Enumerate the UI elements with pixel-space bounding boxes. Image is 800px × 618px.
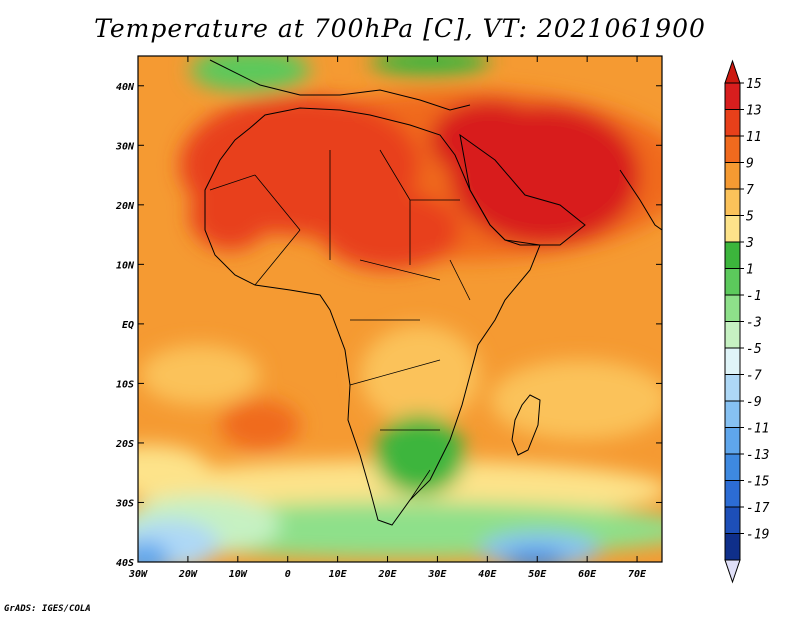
- x-axis-ticks: 30W 20W 10W 0 10E 20E 30E 40E 50E 60E 70E: [128, 56, 647, 580]
- grads-credit: GrADS: IGES/COLA: [4, 604, 91, 614]
- x-tick-label: 10E: [329, 569, 348, 580]
- colorbar-swatch: [724, 506, 741, 534]
- y-axis-ticks: 40N 30N 20N 10N EQ 10S 20S 30S 40S: [115, 82, 662, 569]
- x-tick-label: 40E: [478, 569, 497, 580]
- colorbar-swatch: [724, 215, 741, 243]
- y-tick-label: 20S: [115, 439, 134, 450]
- colorbar-top-arrow: [724, 59, 741, 84]
- colorbar-swatch: [724, 109, 741, 137]
- x-tick-label: 30W: [128, 569, 148, 580]
- colorbar-swatch: [724, 533, 741, 561]
- x-tick-label: 20E: [377, 569, 397, 580]
- y-tick-label: 30N: [115, 141, 135, 152]
- x-tick-label: 10W: [229, 569, 248, 580]
- colorbar-label: -15: [746, 475, 770, 490]
- colorbar-bottom-arrow: [724, 559, 741, 584]
- colorbar-label: -19: [746, 528, 769, 543]
- colorbar-label: -3: [746, 316, 762, 331]
- colorbar-label: 9: [746, 157, 754, 172]
- colorbar-swatch: [724, 294, 741, 322]
- y-tick-label: 40N: [116, 82, 135, 93]
- africa-coastline: [204, 107, 541, 526]
- colorbar-label: -9: [746, 395, 762, 410]
- colorbar-label: -13: [746, 448, 769, 463]
- colorbar-label: -7: [746, 369, 762, 384]
- colorbar-swatch: [724, 188, 741, 216]
- internal-borders: [209, 149, 471, 501]
- colorbar-label: -1: [746, 289, 762, 304]
- colorbar-label: -17: [746, 501, 770, 516]
- colorbar-label: 7: [746, 183, 754, 198]
- colorbar-label: 11: [746, 130, 762, 145]
- colorbar-label: -11: [746, 422, 769, 437]
- y-tick-label: 10N: [116, 260, 135, 271]
- colorbar-swatch: [724, 241, 741, 269]
- x-tick-label: 20W: [178, 569, 198, 580]
- y-tick-label: 20N: [115, 201, 135, 212]
- x-tick-label: 70E: [628, 569, 647, 580]
- temperature-field: [138, 56, 662, 562]
- colorbar-label: 5: [746, 210, 754, 225]
- colorbar-swatch: [724, 374, 741, 402]
- y-tick-label: 30S: [115, 498, 134, 509]
- europe-coastline: [209, 59, 471, 111]
- x-tick-label: 50E: [528, 569, 547, 580]
- chart-title: Temperature at 700hPa [C], VT: 202106190…: [94, 14, 706, 43]
- colorbar-swatch: [724, 347, 741, 375]
- colorbar-swatch: [724, 135, 741, 163]
- colorbar-label: 15: [746, 77, 762, 92]
- colorbar-swatch: [724, 453, 741, 481]
- y-tick-label: 40S: [116, 558, 134, 569]
- colorbar-swatch: [724, 480, 741, 508]
- colorbar-label: -5: [746, 342, 762, 357]
- x-tick-label: 60E: [578, 569, 597, 580]
- india-coastline: [619, 169, 662, 231]
- colorbar: 15 13 11 9 7 5 3 1 -1 -3 -5 -7 -9 -11 -13 -15 -17 -19: [724, 59, 770, 584]
- colorbar-label: 1: [746, 263, 754, 278]
- x-tick-label: 30E: [427, 569, 447, 580]
- colorbar-swatch: [724, 321, 741, 349]
- colorbar-swatch: [724, 162, 741, 190]
- coastlines: [204, 59, 662, 526]
- y-tick-label: EQ: [122, 320, 134, 331]
- colorbar-label: 3: [745, 236, 754, 251]
- colorbar-swatch: [724, 268, 741, 296]
- colorbar-swatch: [724, 82, 741, 110]
- map-frame: [137, 55, 663, 563]
- madagascar-outline: [511, 394, 541, 456]
- colorbar-swatch: [724, 427, 741, 455]
- colorbar-label: 13: [746, 104, 762, 119]
- y-tick-label: 10S: [116, 379, 134, 390]
- colorbar-swatch: [724, 400, 741, 428]
- x-tick-label: 0: [285, 569, 291, 580]
- arabia-coastline: [459, 133, 586, 246]
